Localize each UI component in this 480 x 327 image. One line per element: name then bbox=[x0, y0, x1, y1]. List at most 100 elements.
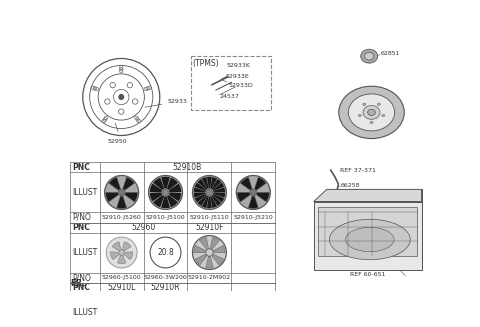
Ellipse shape bbox=[363, 103, 366, 106]
Polygon shape bbox=[150, 313, 163, 322]
Ellipse shape bbox=[358, 114, 361, 117]
Polygon shape bbox=[210, 196, 217, 208]
Polygon shape bbox=[161, 177, 170, 189]
Polygon shape bbox=[202, 196, 209, 208]
Polygon shape bbox=[195, 194, 206, 202]
Text: 52960: 52960 bbox=[132, 223, 156, 232]
Text: 66258: 66258 bbox=[341, 183, 360, 188]
Polygon shape bbox=[125, 313, 138, 322]
Ellipse shape bbox=[329, 219, 410, 260]
Polygon shape bbox=[240, 177, 252, 190]
Polygon shape bbox=[238, 193, 250, 202]
Text: 52910-J5260: 52910-J5260 bbox=[102, 215, 142, 220]
Polygon shape bbox=[161, 197, 170, 208]
Circle shape bbox=[206, 249, 213, 256]
Circle shape bbox=[105, 296, 139, 327]
Circle shape bbox=[106, 237, 137, 268]
Polygon shape bbox=[122, 242, 131, 251]
Polygon shape bbox=[195, 182, 206, 191]
Polygon shape bbox=[169, 184, 181, 192]
Text: 24537: 24537 bbox=[220, 94, 240, 99]
Text: 52933: 52933 bbox=[145, 99, 187, 107]
Polygon shape bbox=[194, 246, 206, 253]
Polygon shape bbox=[212, 254, 224, 265]
Polygon shape bbox=[167, 195, 178, 207]
Text: 52910R: 52910R bbox=[151, 283, 180, 292]
Polygon shape bbox=[117, 196, 127, 208]
Polygon shape bbox=[212, 179, 221, 190]
Polygon shape bbox=[213, 246, 225, 253]
Polygon shape bbox=[153, 195, 164, 207]
Ellipse shape bbox=[368, 109, 375, 115]
Ellipse shape bbox=[370, 121, 373, 124]
Text: 52950: 52950 bbox=[108, 139, 127, 144]
Polygon shape bbox=[153, 178, 164, 190]
Polygon shape bbox=[150, 184, 162, 192]
Text: (TPMS): (TPMS) bbox=[193, 59, 219, 68]
Ellipse shape bbox=[339, 86, 404, 139]
Circle shape bbox=[206, 189, 213, 196]
Polygon shape bbox=[207, 197, 212, 208]
Circle shape bbox=[119, 250, 124, 255]
Circle shape bbox=[192, 235, 227, 269]
Text: 52933E: 52933E bbox=[225, 74, 249, 79]
Polygon shape bbox=[207, 177, 212, 188]
Text: P/NO: P/NO bbox=[72, 213, 91, 222]
Polygon shape bbox=[109, 177, 120, 190]
Bar bbox=[318, 207, 417, 256]
Text: 52960-J5100: 52960-J5100 bbox=[102, 275, 142, 280]
Polygon shape bbox=[161, 316, 170, 327]
Text: 20.8: 20.8 bbox=[157, 248, 174, 257]
Ellipse shape bbox=[348, 94, 395, 131]
Polygon shape bbox=[167, 178, 178, 190]
Circle shape bbox=[162, 309, 169, 316]
Circle shape bbox=[192, 176, 227, 209]
Text: FR.: FR. bbox=[71, 279, 86, 288]
Text: 52910B: 52910B bbox=[173, 163, 202, 172]
Ellipse shape bbox=[363, 106, 380, 119]
Circle shape bbox=[236, 176, 270, 209]
Polygon shape bbox=[117, 316, 127, 327]
Polygon shape bbox=[205, 256, 213, 268]
Text: 62851: 62851 bbox=[381, 51, 400, 56]
Text: ILLUST: ILLUST bbox=[72, 308, 97, 317]
Text: ILLUST: ILLUST bbox=[72, 248, 97, 257]
Polygon shape bbox=[168, 313, 181, 322]
Ellipse shape bbox=[382, 114, 385, 117]
Text: ILLUST: ILLUST bbox=[72, 188, 97, 197]
Circle shape bbox=[118, 309, 125, 316]
Text: 52910-J5100: 52910-J5100 bbox=[146, 215, 185, 220]
Circle shape bbox=[119, 95, 123, 99]
Text: 52910-J5210: 52910-J5210 bbox=[233, 215, 273, 220]
Text: 52910L: 52910L bbox=[108, 283, 136, 292]
Bar bbox=[191, 56, 271, 110]
Circle shape bbox=[163, 189, 168, 196]
Ellipse shape bbox=[346, 227, 394, 252]
Polygon shape bbox=[112, 242, 121, 251]
Circle shape bbox=[250, 189, 257, 196]
Ellipse shape bbox=[377, 103, 380, 106]
Polygon shape bbox=[124, 252, 133, 260]
Polygon shape bbox=[256, 193, 269, 202]
Polygon shape bbox=[169, 193, 181, 201]
Polygon shape bbox=[314, 201, 421, 270]
Polygon shape bbox=[200, 237, 209, 250]
Polygon shape bbox=[210, 177, 217, 189]
Text: 52910-2M902: 52910-2M902 bbox=[188, 275, 231, 280]
Polygon shape bbox=[213, 182, 224, 191]
Polygon shape bbox=[248, 196, 258, 208]
Text: REF 60-651: REF 60-651 bbox=[350, 272, 385, 277]
Polygon shape bbox=[123, 298, 134, 310]
Polygon shape bbox=[109, 298, 120, 310]
Polygon shape bbox=[123, 177, 134, 190]
Text: 52933D: 52933D bbox=[229, 83, 254, 88]
Polygon shape bbox=[106, 313, 119, 322]
Polygon shape bbox=[202, 177, 209, 189]
Text: REF 37-371: REF 37-371 bbox=[340, 168, 376, 173]
Polygon shape bbox=[254, 177, 266, 190]
Polygon shape bbox=[118, 255, 126, 264]
Polygon shape bbox=[193, 193, 205, 198]
Polygon shape bbox=[153, 298, 164, 310]
Text: PNC: PNC bbox=[72, 283, 90, 292]
Text: 52933K: 52933K bbox=[227, 63, 251, 68]
